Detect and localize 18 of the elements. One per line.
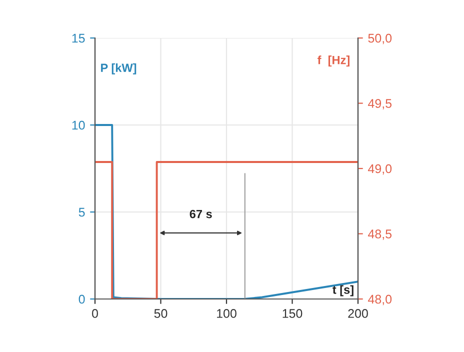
y-tick-label: 10	[72, 120, 85, 130]
x-tick-label: 100	[217, 309, 236, 318]
y2-tick-label: 48,5	[368, 230, 392, 240]
x-axis-title: t [s]	[332, 285, 354, 296]
y-tick-label: 5	[78, 208, 85, 217]
y2-tick-label: 49,5	[368, 99, 392, 110]
x-tick-label: 150	[282, 309, 302, 318]
y2-tick-label: 49,0	[368, 164, 392, 175]
x-tick-label: 50	[154, 309, 168, 318]
y-tick-label: 15	[72, 34, 85, 43]
x-tick-label: 200	[348, 309, 368, 318]
y2-axis-title: f [Hz]	[318, 56, 350, 67]
y2-tick-label: 48,0	[368, 294, 392, 306]
y-tick-label: 0	[78, 294, 85, 304]
y-axis-title: P [kW]	[101, 63, 136, 74]
y2-tick-label: 50,0	[368, 34, 392, 44]
x-tick-label: 0	[92, 309, 98, 318]
annotation: 67 s	[190, 210, 212, 218]
